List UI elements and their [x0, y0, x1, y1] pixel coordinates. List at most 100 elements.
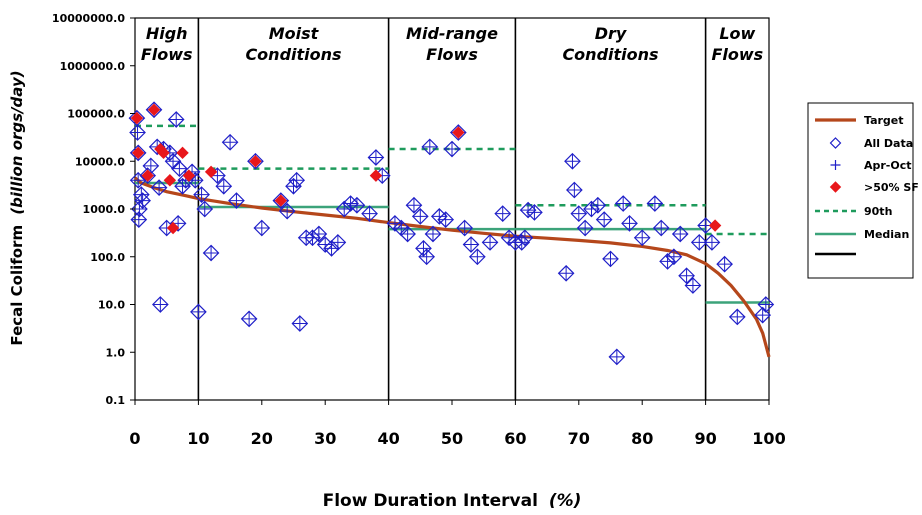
apr-oct-point: [517, 230, 533, 246]
apr-oct-point: [571, 206, 587, 222]
legend: Target All Data Apr-Oct >50% SF 90th Median: [807, 102, 919, 279]
apr-oct-point: [758, 297, 774, 312]
y-tick-label: 10000000.0: [52, 12, 125, 25]
all-data-point: [443, 140, 461, 158]
apr-oct-point: [422, 139, 438, 155]
apr-oct-point: [152, 297, 168, 312]
x-axis-title: Flow Duration Interval (%): [323, 491, 582, 511]
apr-oct-point: [653, 220, 669, 236]
all-data-point: [288, 171, 306, 189]
x-tick-label: 40: [377, 429, 399, 448]
legend-swatch: [829, 181, 842, 193]
apr-oct-point: [622, 215, 638, 231]
apr-oct-point: [457, 220, 473, 236]
apr-oct-point: [566, 182, 582, 198]
y-tick-label: 100000.0: [67, 108, 125, 121]
apr-oct-point: [151, 180, 167, 196]
apr-oct-point: [444, 141, 460, 157]
apr-oct-point: [596, 212, 612, 228]
all-data-point: [148, 138, 166, 156]
y-tick-label: 1.0: [106, 346, 126, 359]
x-tick-label: 20: [251, 429, 273, 448]
apr-oct-point: [419, 249, 435, 265]
all-data-point: [167, 111, 185, 128]
zone-label-line1: Low: [719, 24, 755, 43]
apr-oct-point: [412, 208, 428, 224]
legend-box: [807, 102, 914, 279]
x-axis-unit: (%): [549, 491, 582, 511]
zone-label-line2: Flows: [711, 45, 763, 64]
x-tick-label: 60: [504, 429, 526, 448]
apr-oct-point: [406, 197, 422, 213]
all-data-point: [690, 234, 708, 251]
target-curve-line: [133, 176, 771, 358]
x-tick-label: 50: [441, 429, 463, 448]
all-data-point: [481, 234, 499, 251]
all-data-point: [134, 192, 151, 209]
x-tick-label: 30: [314, 429, 336, 448]
sf-above-50-point: [141, 169, 154, 182]
legend-swatch: [830, 160, 841, 170]
apr-oct-point: [216, 178, 232, 194]
zone-label-line1: Dry: [595, 24, 627, 43]
all-data-point: [415, 239, 432, 257]
y-tick-label: 10000.0: [75, 155, 125, 168]
apr-oct-point: [717, 256, 733, 272]
all-data-point: [132, 186, 150, 203]
x-tick-label: 100: [752, 429, 785, 448]
all-data-point: [678, 267, 695, 285]
all-data-point: [278, 202, 296, 220]
apr-oct-point: [564, 153, 580, 169]
apr-oct-point: [666, 249, 682, 265]
all-data-point: [519, 201, 537, 219]
legend-label: Median: [864, 228, 909, 241]
apr-oct-point: [131, 212, 147, 228]
legend-swatch: [829, 137, 842, 149]
apr-oct-point: [165, 153, 181, 169]
all-data-point: [703, 234, 721, 251]
apr-oct-point: [171, 161, 187, 177]
all-data-point: [329, 234, 347, 251]
legend-label: >50% SF: [864, 181, 919, 194]
zone-label-line1: Mid-range: [406, 24, 498, 43]
y-tick-label: 1000000.0: [60, 60, 126, 73]
apr-oct-point: [349, 197, 365, 213]
apr-oct-point: [463, 237, 479, 253]
legend-label: All Data: [864, 137, 913, 150]
all-data-point: [253, 219, 271, 237]
x-tick-label: 10: [187, 429, 209, 448]
sf-above-50-point: [147, 103, 161, 116]
sf-above-50-point: [204, 165, 218, 179]
apr-oct-point: [482, 234, 498, 250]
x-tick-label: 80: [631, 429, 653, 448]
apr-oct-point: [254, 220, 270, 236]
zone-label-line2: Conditions: [562, 45, 658, 64]
zone-label-line2: Flows: [426, 45, 478, 64]
apr-oct-point: [672, 226, 688, 242]
apr-oct-point: [577, 220, 593, 236]
apr-oct-point: [197, 201, 213, 217]
target-curve: [133, 176, 771, 358]
apr-oct-point: [558, 265, 574, 281]
zone-label-line2: Flows: [141, 45, 193, 64]
apr-oct-point: [168, 111, 184, 127]
sf-above-50-point: [176, 146, 189, 160]
data-points: [128, 101, 775, 366]
apr-oct-point: [400, 226, 416, 242]
apr-oct-point: [203, 245, 219, 261]
apr-oct-point: [228, 193, 244, 209]
apr-oct-point: [279, 203, 295, 219]
y-axis-unit: (billion orgs/day): [8, 70, 26, 214]
apr-oct-point: [609, 349, 625, 365]
apr-oct-point: [647, 196, 663, 212]
apr-oct-point: [685, 277, 701, 293]
sf-above-50-point: [369, 169, 383, 182]
apr-oct-point: [135, 193, 151, 209]
apr-oct-point: [362, 206, 378, 222]
apr-oct-point: [431, 208, 447, 224]
y-tick-label: 1000.0: [83, 203, 126, 216]
apr-oct-point: [729, 309, 745, 325]
all-data-point: [129, 144, 147, 162]
sf-above-50-point: [249, 155, 262, 168]
apr-oct-point: [425, 226, 441, 242]
